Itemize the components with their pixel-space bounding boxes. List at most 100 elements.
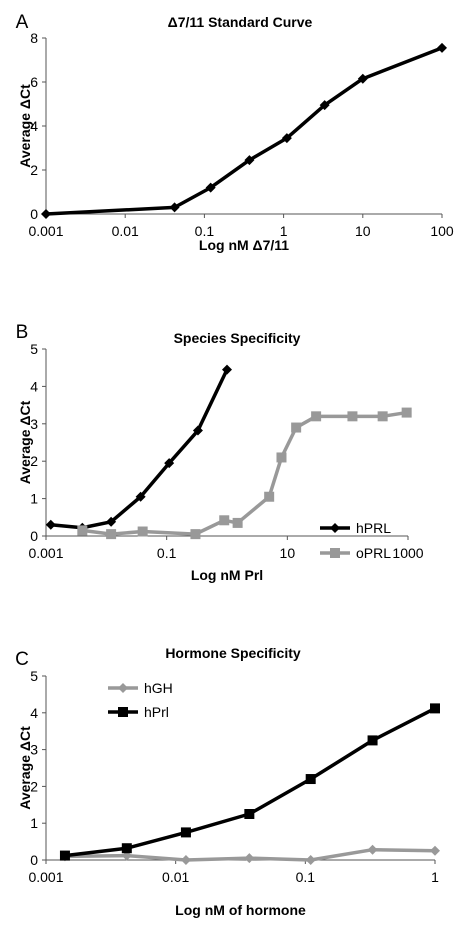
data-point [367, 735, 378, 746]
y-tick-label: 0 [30, 852, 38, 868]
data-point [106, 529, 117, 540]
x-tick-label: 0.01 [162, 869, 189, 885]
chart-panel-a: A Δ7/11 Standard Curve 0 2 4 6 8 0.001 0.01 0.1 1 1… [16, 12, 454, 253]
y-tick-label: 2 [30, 162, 38, 178]
y-tick-label: 6 [30, 74, 38, 90]
data-point [264, 491, 275, 502]
chart-title: Δ7/11 Standard Curve [168, 14, 313, 30]
data-point [192, 425, 203, 436]
y-tick-label: 2 [30, 778, 38, 794]
x-tick-label: 0.1 [157, 545, 177, 561]
y-tick-label: 4 [30, 378, 38, 394]
data-point [305, 855, 316, 865]
legend-label: hPrl [144, 704, 169, 720]
y-tick-label: 3 [30, 416, 38, 432]
x-tick-label: 10 [355, 223, 371, 239]
data-point [180, 827, 191, 838]
x-tick-label: 0.001 [28, 545, 63, 561]
data-point [281, 133, 292, 144]
legend-label: hPRL [356, 520, 391, 536]
data-point [311, 411, 322, 422]
y-tick-label: 4 [30, 705, 38, 721]
data-point [45, 519, 56, 530]
data-point [219, 515, 230, 526]
y-tick-label: 3 [30, 742, 38, 758]
y-tick-label: 0 [30, 206, 38, 222]
y-tick-label: 1 [30, 491, 38, 507]
x-tick-label: 10 [280, 545, 296, 561]
y-tick-label: 8 [30, 30, 38, 46]
data-point [244, 809, 255, 819]
series-line [45, 46, 443, 216]
series-hprl [45, 364, 232, 533]
chart-panel-b: B Species Specificity 0 1 2 3 4 5 0.001 0.1 10 1000… [16, 322, 424, 583]
data-point [244, 853, 255, 864]
data-point [190, 529, 201, 540]
legend-label: hGH [144, 680, 173, 696]
y-axis-label: Average ΔCt [17, 726, 33, 810]
y-axis-label: Average ΔCt [17, 84, 33, 168]
legend-label: oPRL [356, 545, 391, 561]
y-tick-label: 5 [30, 668, 38, 684]
series-oprl [77, 407, 412, 540]
data-point [121, 843, 132, 854]
data-point [59, 850, 70, 861]
x-axis-label: Log nM Δ7/11 [199, 237, 289, 253]
data-point [430, 845, 440, 856]
data-point [377, 411, 388, 422]
data-point [135, 491, 146, 502]
x-axis-label: Log nM of hormone [175, 902, 306, 918]
x-tick-label: 0.01 [112, 223, 139, 239]
y-tick-label: 1 [30, 815, 38, 831]
data-point [244, 155, 255, 166]
series-line [50, 368, 229, 530]
data-point [305, 774, 316, 785]
data-point [222, 364, 232, 375]
legend-entry-hprl: hPrl [108, 704, 169, 720]
legend-entry-oprl: oPRL [320, 545, 391, 561]
data-point [205, 182, 216, 193]
y-tick-label: 0 [30, 528, 38, 544]
panel-letter: C [15, 649, 29, 670]
x-axis-label: Log nM Prl [191, 567, 263, 583]
y-tick-label: 2 [30, 453, 38, 469]
series-hprl [59, 703, 440, 861]
data-point [319, 100, 330, 111]
data-point [291, 422, 302, 433]
data-point [347, 411, 358, 422]
x-tick-label: 1000 [392, 545, 423, 561]
series-0 [41, 42, 447, 219]
data-point [41, 209, 51, 219]
data-point [164, 458, 175, 469]
data-point [137, 526, 148, 537]
data-point [232, 517, 243, 528]
y-tick-label: 5 [30, 341, 38, 357]
data-point [367, 844, 378, 855]
data-point [401, 407, 412, 418]
x-tick-label: 0.1 [296, 869, 316, 885]
x-tick-label: 0.001 [28, 223, 63, 239]
y-tick-label: 4 [30, 118, 38, 134]
legend-marker [118, 683, 128, 693]
y-axis-label: Average ΔCt [17, 400, 33, 484]
x-tick-label: 1 [280, 223, 288, 239]
legend-marker [330, 523, 340, 533]
series-line [64, 706, 436, 858]
chart-title: Species Specificity [174, 330, 301, 346]
data-point [357, 73, 368, 84]
panel-letter: B [16, 322, 29, 343]
chart-panel-c: C Hormone Specificity 0 1 2 3 4 5 0.001 0.01 0.1 1 L… [15, 645, 440, 918]
data-point [106, 516, 117, 527]
panel-letter: A [16, 12, 29, 33]
chart-title: Hormone Specificity [165, 645, 301, 661]
legend-entry-hgh: hGH [108, 680, 173, 696]
data-point [180, 855, 191, 865]
data-point [77, 525, 88, 536]
data-point [437, 42, 447, 53]
legend-entry-hprl: hPRL [320, 520, 391, 536]
data-point [430, 703, 440, 714]
data-point [169, 202, 180, 213]
x-tick-label: 0.1 [195, 223, 215, 239]
x-tick-label: 100 [430, 223, 454, 239]
